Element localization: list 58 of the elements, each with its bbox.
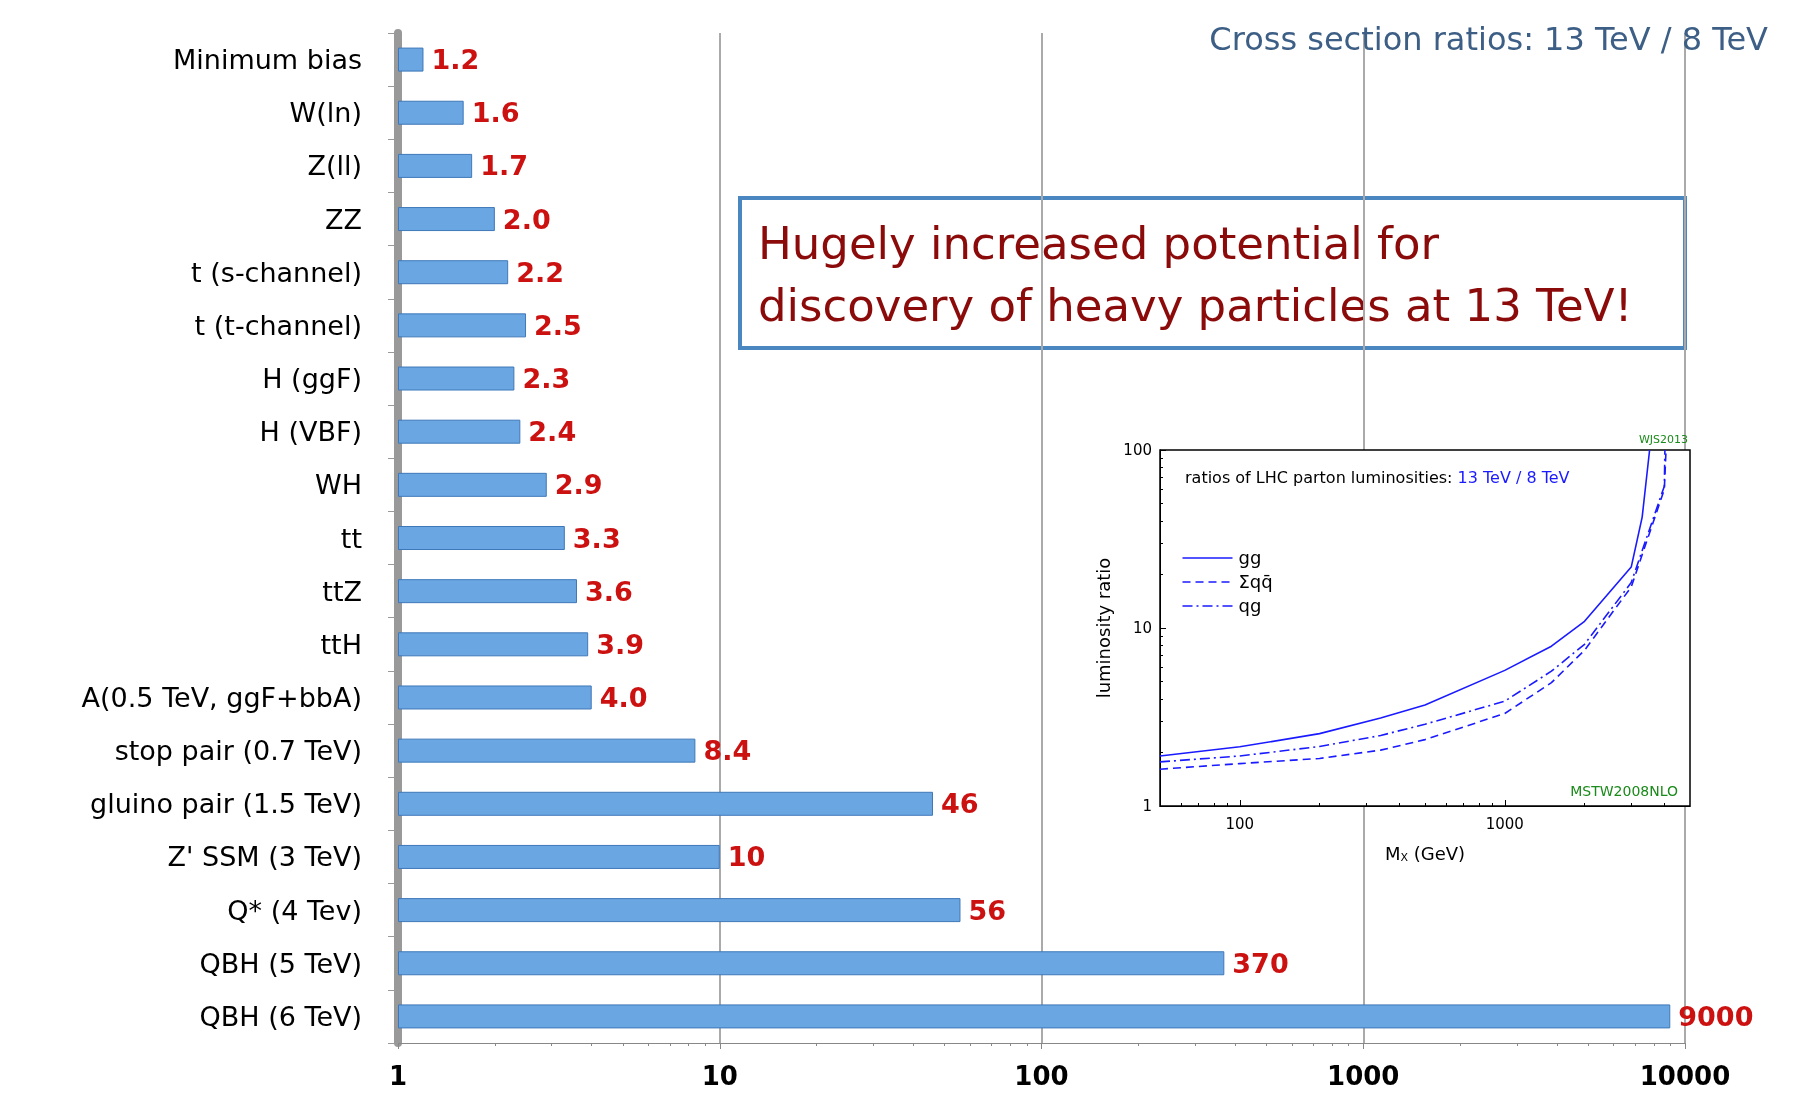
data-label: 3.3 [572, 522, 621, 554]
x-tick-label: 10 [701, 1061, 738, 1091]
y-tick-label: QBH (6 TeV) [199, 1000, 362, 1032]
y-axis-title: luminosity ratio [1092, 557, 1114, 699]
data-label: 1.6 [471, 97, 520, 129]
x-tick-label: 1000 [1485, 814, 1524, 833]
y-tick-label: W(ln) [289, 97, 362, 129]
y-tick-label: 100 [1123, 441, 1152, 459]
x-tick-label: 1 [388, 1061, 408, 1091]
y-tick-label: ZZ [325, 203, 362, 235]
y-tick-label: gluino pair (1.5 TeV) [90, 788, 362, 820]
y-tick-label: H (ggF) [262, 363, 362, 395]
data-label: 9000 [1678, 1000, 1754, 1032]
data-label: 2.0 [502, 203, 551, 235]
y-tick-label: stop pair (0.7 TeV) [114, 735, 362, 767]
y-tick-label: Z(ll) [307, 150, 362, 182]
data-label: 8.4 [703, 735, 752, 767]
data-label: 1.7 [480, 150, 528, 182]
data-label: 56 [968, 894, 1007, 926]
y-tick-label: QBH (5 TeV) [199, 947, 362, 979]
y-tick-label: Z' SSM (3 TeV) [167, 841, 362, 873]
y-tick-label: A(0.5 TeV, ggF+bbA) [81, 681, 362, 713]
legend-label: qg [1238, 594, 1262, 616]
data-label: 2.4 [528, 416, 577, 448]
data-label: 370 [1232, 947, 1289, 979]
annotation: WJS2013 [1638, 433, 1689, 446]
y-tick-label: WH [315, 469, 362, 501]
annotation: MSTW2008NLO [1570, 783, 1679, 799]
data-label: 2.5 [534, 309, 582, 341]
data-label: 4.0 [599, 681, 648, 713]
annotation: Hugely increased potential for discovery of heavy particles at 13 TeV! [758, 216, 1633, 332]
data-label: 2.3 [522, 363, 571, 395]
data-label: 46 [940, 788, 979, 820]
x-tick-label: 10000 [1639, 1061, 1731, 1091]
y-tick-label: 10 [1132, 619, 1152, 637]
data-label: 3.9 [596, 628, 645, 660]
x-axis-title: MX (GeV) [1384, 843, 1466, 864]
y-tick-label: t (s-channel) [191, 256, 362, 288]
y-tick-label: t (t-channel) [194, 309, 362, 341]
data-label: 3.6 [584, 575, 633, 607]
legend-label: gg [1238, 546, 1262, 568]
y-tick-label: H (VBF) [259, 416, 362, 448]
data-label: 1.2 [431, 44, 480, 76]
text: ratios of LHC parton luminosities: [1185, 467, 1453, 487]
text: 13 TeV / 8 TeV [1457, 467, 1570, 487]
y-tick-label: Q* (4 Tev) [227, 894, 362, 926]
y-tick-label: ttH [320, 628, 362, 660]
data-label: 2.9 [554, 469, 603, 501]
legend-label: Σqq̄ [1238, 570, 1273, 592]
y-tick-label: Minimum bias [173, 44, 362, 76]
x-tick-label: 1000 [1327, 1061, 1400, 1091]
x-tick-label: 100 [1014, 1061, 1069, 1091]
y-tick-label: ttZ [322, 575, 362, 607]
data-label: 2.2 [516, 256, 565, 288]
y-tick-label: 1 [1142, 797, 1152, 815]
y-tick-label: tt [340, 522, 362, 554]
data-label: 10 [727, 841, 766, 873]
chart-title: Cross section ratios: 13 TeV / 8 TeV [1209, 20, 1769, 58]
